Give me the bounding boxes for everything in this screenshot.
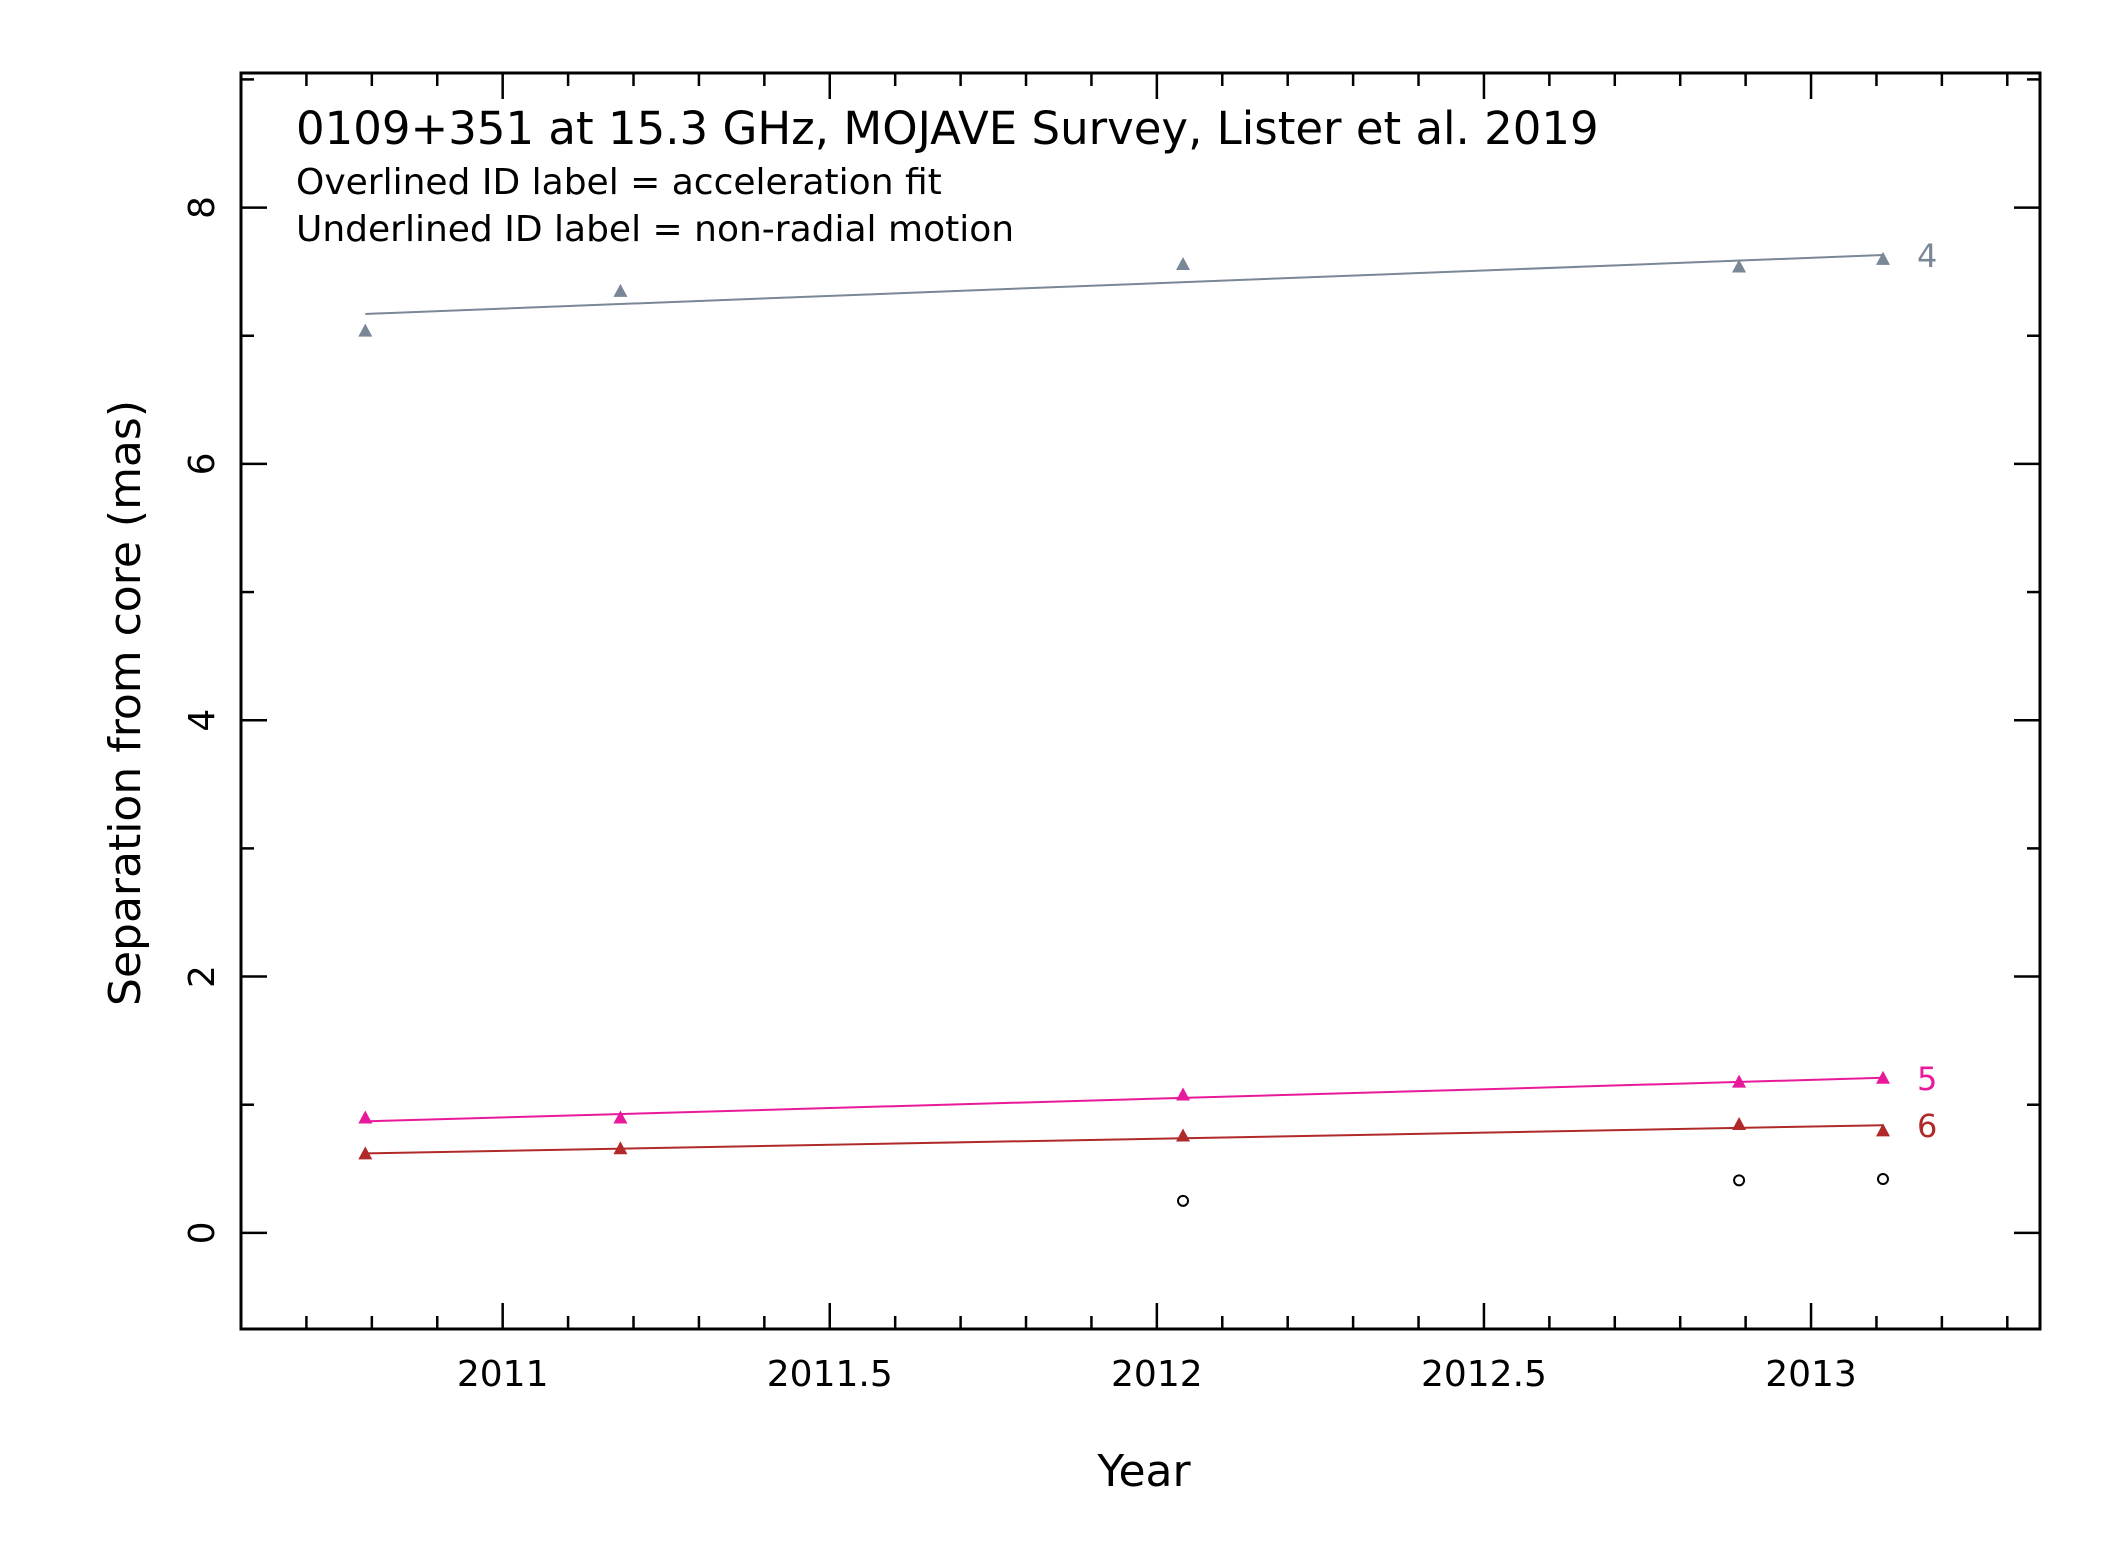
data-point bbox=[1875, 251, 1890, 265]
data-point bbox=[1732, 1116, 1747, 1130]
y-tick-label: 0 bbox=[182, 1221, 223, 1244]
y-axis-label: Separation from core (mas) bbox=[100, 400, 151, 1006]
data-point bbox=[358, 323, 373, 337]
series-label: 4 bbox=[1917, 237, 1937, 275]
data-point bbox=[1875, 1070, 1890, 1084]
x-tick-label: 2011 bbox=[457, 1354, 549, 1395]
chart-title: 0109+351 at 15.3 GHz, MOJAVE Survey, Lis… bbox=[296, 102, 1599, 155]
y-tick-label: 4 bbox=[182, 709, 223, 732]
x-tick-label: 2012.5 bbox=[1421, 1354, 1547, 1395]
data-point bbox=[1176, 1128, 1191, 1142]
data-point bbox=[358, 1146, 373, 1160]
data-point-open bbox=[1876, 1173, 1889, 1186]
fit-line bbox=[365, 253, 1884, 315]
data-point bbox=[1732, 259, 1747, 273]
y-tick-label: 8 bbox=[182, 196, 223, 219]
x-axis-label: Year bbox=[1096, 1446, 1191, 1497]
data-point bbox=[1875, 1123, 1890, 1137]
plot-frame bbox=[239, 71, 2042, 1331]
tick-labels: 2011 2011.5 2012 2012.5 2013 0 2 4 6 8 bbox=[182, 196, 1857, 1395]
data-points bbox=[358, 251, 1890, 1207]
fit-line bbox=[365, 1076, 1884, 1123]
data-point bbox=[613, 1110, 628, 1124]
data-point-open bbox=[1733, 1174, 1746, 1187]
x-tick-label: 2012 bbox=[1111, 1354, 1203, 1395]
data-point bbox=[613, 1141, 628, 1155]
data-point bbox=[613, 283, 628, 297]
data-point bbox=[1176, 1087, 1191, 1101]
series-label: 5 bbox=[1917, 1060, 1937, 1098]
data-point-open bbox=[1177, 1194, 1190, 1207]
series-labels: 4 5 6 bbox=[1917, 237, 1937, 1145]
data-point bbox=[1732, 1074, 1747, 1088]
tick-marks bbox=[239, 73, 2040, 1329]
series-label: 6 bbox=[1917, 1107, 1937, 1145]
y-tick-label: 6 bbox=[182, 452, 223, 475]
x-tick-label: 2013 bbox=[1765, 1354, 1857, 1395]
x-tick-label: 2011.5 bbox=[767, 1354, 893, 1395]
y-tick-label: 2 bbox=[182, 965, 223, 988]
data-point bbox=[358, 1110, 373, 1124]
note-underlined: Underlined ID label = non-radial motion bbox=[296, 209, 1014, 250]
data-point bbox=[1176, 256, 1191, 270]
note-overlined: Overlined ID label = acceleration fit bbox=[296, 162, 942, 203]
